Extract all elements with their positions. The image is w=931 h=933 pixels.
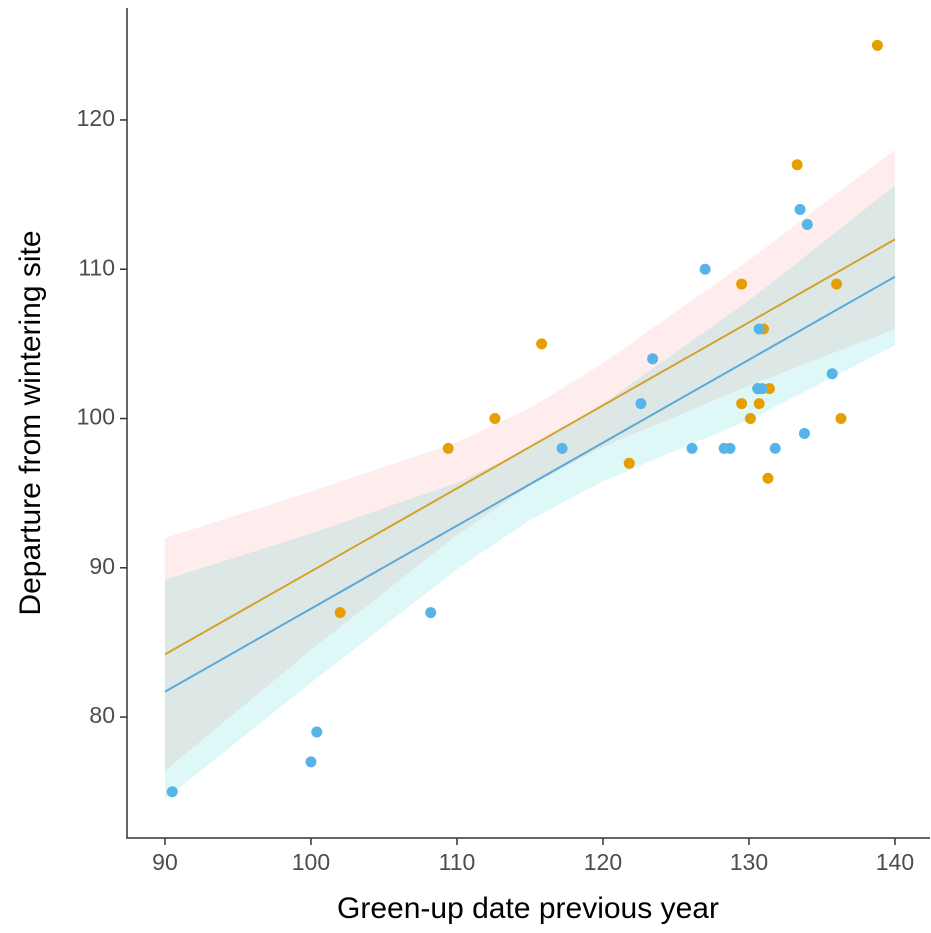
point <box>699 263 711 275</box>
point <box>536 338 548 350</box>
point <box>623 457 635 469</box>
fit-line <box>164 275 896 693</box>
point <box>635 398 647 410</box>
y-tick-label: 90 <box>89 553 115 579</box>
y-tick-label: 120 <box>77 105 115 131</box>
point <box>762 472 774 484</box>
point <box>756 383 768 395</box>
point <box>801 218 813 230</box>
point <box>442 442 454 454</box>
y-tick-label: 100 <box>77 404 115 430</box>
point <box>826 368 838 380</box>
x-axis-title: Green-up date previous year <box>337 892 719 925</box>
confidence-band <box>164 185 895 800</box>
point <box>489 413 501 425</box>
point <box>736 398 748 410</box>
point <box>556 442 568 454</box>
x-tick-label: 140 <box>876 849 914 875</box>
x-tick-label: 130 <box>730 849 768 875</box>
point <box>311 726 323 738</box>
point <box>753 323 765 335</box>
point <box>305 756 317 768</box>
point <box>334 607 346 619</box>
x-tick-label: 110 <box>439 849 476 875</box>
fit-line <box>164 238 896 656</box>
confidence-band <box>164 149 895 771</box>
point <box>724 442 736 454</box>
x-tick-label: 90 <box>152 849 178 875</box>
point <box>769 442 781 454</box>
x-tick-label: 100 <box>292 849 330 875</box>
point <box>166 786 178 798</box>
point <box>798 427 810 439</box>
point <box>831 278 843 290</box>
point <box>753 398 765 410</box>
point <box>736 278 748 290</box>
point <box>794 204 806 216</box>
y-tick-label: 80 <box>89 702 115 728</box>
y-tick-label: 110 <box>78 254 115 280</box>
y-axis-title: Departure from wintering site <box>14 230 47 615</box>
point <box>871 39 883 51</box>
point <box>835 413 847 425</box>
point <box>647 353 659 365</box>
point <box>744 413 756 425</box>
x-tick-label: 120 <box>584 849 622 875</box>
axis-frame <box>126 8 930 839</box>
point <box>686 442 698 454</box>
point <box>791 159 803 171</box>
point <box>425 607 437 619</box>
